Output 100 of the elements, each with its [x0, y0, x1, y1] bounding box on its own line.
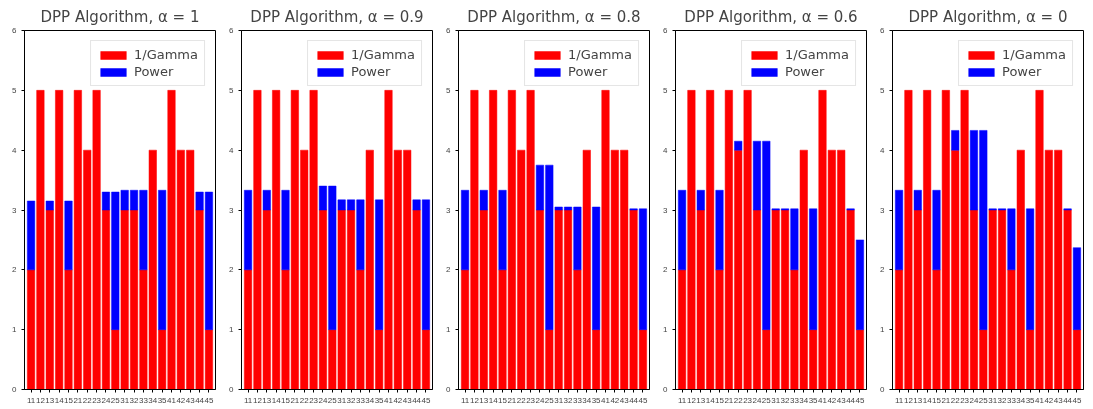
x-tick-label: 41 [818, 395, 828, 405]
y-tick-label: 3 [663, 205, 669, 215]
legend-label: 1/Gamma [1002, 47, 1066, 62]
y-tick-label: 0 [880, 385, 886, 394]
x-tick-label: 22 [82, 395, 93, 405]
y-tick-label: 1 [880, 325, 886, 335]
x-tick-label: 45 [855, 395, 865, 405]
x-tick-label: 35 [808, 395, 819, 405]
x-tick-label: 15 [932, 395, 942, 405]
x-tick-label: 23 [309, 395, 319, 405]
y-tick-label: 0 [12, 385, 18, 394]
x-tick-label: 13 [262, 395, 272, 405]
x-tick-label: 21 [290, 395, 300, 405]
bar [734, 140, 743, 151]
bar [715, 190, 724, 271]
y-tick-label: 6 [446, 26, 452, 35]
x-tick-label: 31 [337, 395, 347, 405]
x-tick-label: 13 [479, 395, 489, 405]
x-tick-label: 15 [715, 395, 725, 405]
x-tick-label: 13 [696, 395, 706, 405]
legend-label: Power [134, 64, 174, 79]
x-tick-label: 21 [507, 395, 517, 405]
legend-label: 1/Gamma [134, 47, 198, 62]
bar [809, 208, 818, 330]
x-tick-label: 11 [243, 395, 253, 405]
y-tick-label: 5 [663, 85, 669, 95]
y-tick-label: 6 [229, 26, 235, 35]
x-tick-label: 45 [421, 395, 431, 405]
bar [1026, 208, 1035, 330]
x-tick-label: 22 [733, 395, 744, 405]
x-tick-label: 45 [638, 395, 648, 405]
x-tick-label: 31 [988, 395, 998, 405]
x-tick-label: 42 [610, 395, 620, 405]
x-tick-label: 12 [35, 395, 46, 405]
x-tick-label: 35 [591, 395, 602, 405]
bar [592, 206, 601, 330]
y-tick-label: 6 [12, 26, 18, 35]
x-tick-label: 42 [176, 395, 186, 405]
y-tick-label: 5 [880, 85, 886, 95]
x-tick-label: 15 [498, 395, 508, 405]
x-tick-label: 21 [73, 395, 83, 405]
x-tick-label: 11 [894, 395, 904, 405]
x-tick-label: 23 [526, 395, 536, 405]
x-tick-label: 41 [1035, 395, 1045, 405]
bar [45, 200, 54, 211]
x-tick-label: 25 [978, 395, 989, 405]
y-tick-label: 1 [229, 325, 235, 335]
x-tick-label: 45 [204, 395, 214, 405]
bar [27, 200, 36, 271]
x-tick-label: 34 [582, 395, 592, 405]
y-tick-label: 0 [446, 385, 452, 394]
x-tick-label: 43 [402, 395, 413, 405]
x-tick-label: 32 [346, 395, 357, 405]
y-tick-label: 3 [446, 205, 452, 215]
x-tick-label: 15 [64, 395, 74, 405]
x-tick-label: 32 [129, 395, 140, 405]
x-tick-label: 35 [157, 395, 168, 405]
bar [1072, 247, 1081, 330]
x-tick-label: 23 [743, 395, 753, 405]
legend-label: 1/Gamma [785, 47, 849, 62]
x-tick-label: 34 [148, 395, 158, 405]
x-tick-label: 14 [271, 395, 282, 405]
x-tick-label: 23 [92, 395, 102, 405]
x-tick-label: 21 [724, 395, 734, 405]
legend-label: 1/Gamma [568, 47, 632, 62]
legend-label: 1/Gamma [351, 47, 415, 62]
x-tick-label: 42 [827, 395, 837, 405]
legend-label: Power [785, 64, 825, 79]
y-tick-label: 2 [663, 265, 669, 275]
x-tick-label: 25 [110, 395, 121, 405]
x-tick-label: 24 [969, 395, 979, 405]
x-tick-label: 33 [355, 395, 366, 405]
y-tick-label: 4 [229, 145, 235, 155]
x-tick-label: 14 [488, 395, 499, 405]
chart-title: DPP Algorithm, α = 1 [40, 7, 200, 26]
chart-title: DPP Algorithm, α = 0.8 [467, 7, 641, 26]
x-tick-label: 41 [167, 395, 177, 405]
y-tick-label: 1 [663, 325, 669, 335]
bar [895, 190, 904, 271]
x-tick-label: 44 [1063, 395, 1073, 405]
bar [244, 190, 253, 271]
x-tick-label: 32 [563, 395, 574, 405]
bar [375, 199, 384, 330]
x-tick-label: 14 [54, 395, 65, 405]
y-tick-label: 0 [663, 385, 669, 394]
x-tick-label: 42 [393, 395, 403, 405]
y-tick-label: 6 [880, 26, 886, 35]
y-tick-label: 4 [663, 145, 669, 155]
x-tick-label: 23 [960, 395, 970, 405]
x-tick-label: 43 [836, 395, 847, 405]
x-tick-label: 22 [516, 395, 527, 405]
bar [64, 200, 73, 271]
y-tick-label: 3 [229, 205, 235, 215]
x-tick-label: 24 [752, 395, 762, 405]
bar [855, 239, 864, 330]
y-tick-label: 4 [446, 145, 452, 155]
bar [479, 190, 488, 211]
y-tick-label: 0 [229, 385, 235, 394]
x-tick-label: 15 [281, 395, 291, 405]
x-tick-label: 12 [469, 395, 480, 405]
